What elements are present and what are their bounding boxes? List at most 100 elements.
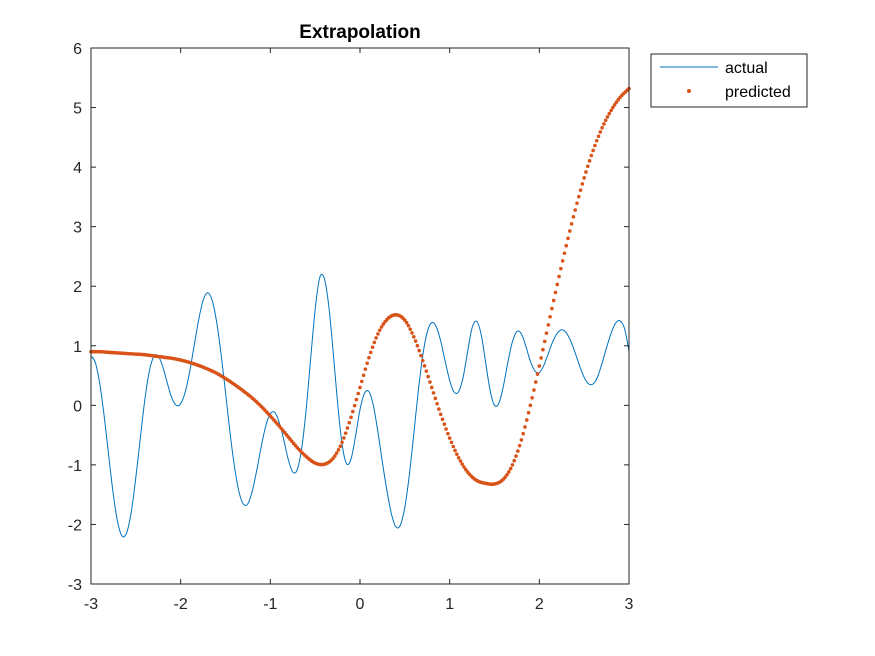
- y-tick-label: -2: [68, 517, 82, 534]
- predicted-point: [358, 385, 362, 390]
- y-tick-label: 4: [73, 160, 82, 177]
- predicted-point: [435, 401, 439, 406]
- predicted-point: [517, 443, 522, 448]
- x-tick-label: -2: [174, 596, 188, 613]
- predicted-point: [420, 358, 425, 363]
- y-tick-label: 6: [73, 41, 82, 58]
- predicted-point: [564, 243, 569, 248]
- predicted-point: [447, 436, 452, 440]
- predicted-point: [438, 412, 443, 417]
- predicted-point: [580, 182, 585, 186]
- predicted-point: [338, 444, 343, 449]
- predicted-point: [429, 385, 434, 390]
- x-tick-label: -1: [263, 596, 277, 613]
- predicted-point: [456, 455, 461, 460]
- x-tick-label: -3: [84, 596, 98, 613]
- y-tick-label: 0: [73, 398, 82, 415]
- predicted-point: [510, 463, 515, 467]
- legend-predicted-swatch: [687, 89, 691, 93]
- predicted-point: [377, 328, 382, 333]
- predicted-point: [593, 143, 597, 148]
- predicted-point: [370, 345, 375, 350]
- y-tick-label: -3: [68, 577, 82, 594]
- predicted-point: [528, 403, 533, 408]
- predicted-point: [410, 331, 414, 335]
- predicted-point: [460, 462, 465, 466]
- predicted-point: [602, 122, 606, 126]
- predicted-point: [412, 335, 416, 339]
- predicted-point: [535, 372, 540, 376]
- predicted-point: [571, 215, 576, 219]
- predicted-point: [575, 201, 579, 206]
- predicted-point: [585, 164, 590, 169]
- predicted-point: [431, 391, 436, 395]
- predicted-point: [379, 325, 384, 329]
- predicted-point: [361, 373, 366, 378]
- predicted-point: [368, 350, 373, 355]
- y-tick-label: 1: [73, 339, 82, 356]
- predicted-point: [576, 194, 581, 199]
- predicted-point: [594, 138, 599, 143]
- predicted-point: [598, 130, 603, 134]
- series-layer: [89, 86, 631, 538]
- predicted-point: [424, 369, 429, 373]
- predicted-point: [568, 229, 572, 233]
- predicted-point: [343, 431, 348, 435]
- series-predicted: [89, 86, 631, 487]
- predicted-point: [451, 444, 456, 449]
- predicted-point: [417, 348, 421, 353]
- predicted-point: [426, 374, 430, 379]
- axes-layer: -3 -2 -1 0 1 2 3 -3 -2 -1 0 1 2 3 4 5 6: [68, 41, 634, 613]
- predicted-point: [582, 176, 586, 180]
- predicted-point: [530, 396, 534, 400]
- predicted-point: [347, 420, 352, 425]
- predicted-point: [455, 452, 459, 457]
- predicted-point: [404, 320, 409, 325]
- predicted-point: [526, 410, 531, 415]
- predicted-point: [521, 431, 525, 436]
- predicted-point: [539, 356, 543, 360]
- predicted-point: [372, 340, 377, 345]
- predicted-point: [546, 323, 551, 327]
- x-tick-label: 3: [625, 596, 634, 613]
- x-tick-label: 1: [445, 596, 454, 613]
- predicted-point: [442, 422, 447, 427]
- predicted-point: [359, 379, 364, 384]
- predicted-point: [584, 170, 588, 174]
- predicted-point: [453, 448, 457, 453]
- predicted-point: [367, 355, 371, 360]
- predicted-point: [600, 126, 604, 130]
- predicted-point: [340, 440, 344, 445]
- predicted-point: [514, 454, 518, 458]
- y-tick-label: -1: [68, 458, 82, 475]
- predicted-point: [462, 465, 466, 469]
- predicted-point: [507, 470, 511, 474]
- predicted-point: [532, 388, 536, 392]
- predicted-point: [537, 364, 542, 368]
- predicted-point: [559, 266, 563, 271]
- predicted-point: [413, 339, 418, 343]
- predicted-point: [354, 397, 359, 402]
- predicted-point: [422, 364, 427, 368]
- predicted-point: [523, 425, 527, 429]
- x-tick-label: 0: [356, 596, 365, 613]
- legend-predicted-label: predicted: [725, 84, 791, 101]
- plot-background: [91, 48, 629, 584]
- predicted-point: [363, 367, 368, 371]
- legend-actual-label: actual: [725, 60, 768, 77]
- predicted-point: [352, 403, 357, 408]
- predicted-point: [342, 436, 346, 440]
- predicted-point: [376, 332, 380, 336]
- predicted-point: [541, 347, 545, 352]
- predicted-point: [578, 188, 583, 192]
- predicted-point: [374, 336, 378, 340]
- predicted-point: [524, 418, 529, 422]
- predicted-point: [596, 134, 601, 139]
- predicted-point: [428, 380, 432, 384]
- predicted-point: [408, 327, 413, 331]
- predicted-point: [406, 323, 411, 328]
- chart-title: Extrapolation: [299, 22, 420, 43]
- predicted-point: [609, 108, 613, 113]
- y-tick-label: 3: [73, 220, 82, 237]
- predicted-point: [415, 343, 420, 348]
